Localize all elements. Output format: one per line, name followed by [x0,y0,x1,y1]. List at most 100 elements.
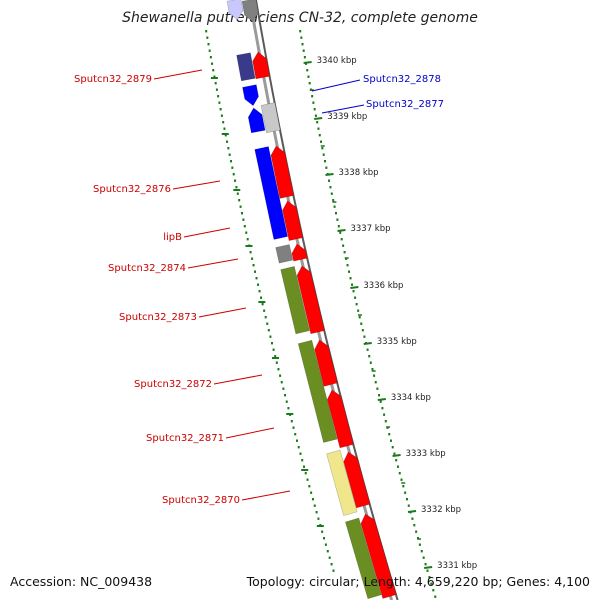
gene-label[interactable]: Sputcn32_2873 [119,312,197,323]
track-dot [320,140,323,143]
gene-label[interactable]: Sputcn32_2876 [93,184,171,195]
gene-gray [241,0,259,23]
scale-label: 3335 kbp [377,337,417,347]
track-dot [368,355,371,358]
track-dot [424,563,427,566]
track-dot [301,459,304,462]
track-dot [257,283,260,286]
track-dot [308,82,311,85]
track-dot [315,511,318,514]
scale-label: 3332 kbp [421,505,461,515]
track-dot [426,569,429,572]
track-dot [398,472,401,475]
major-tick [377,398,386,401]
track-dot [267,329,270,332]
track-dot [317,517,320,520]
track-dot [332,199,335,202]
scale-label: 3334 kbp [391,393,431,403]
track-dot [317,127,320,130]
track-dot [211,62,214,65]
track-dot [214,82,217,85]
track-dot [277,368,280,371]
gene-label[interactable]: Sputcn32_2877 [366,99,444,110]
gene-label[interactable]: Sputcn32_2879 [74,74,152,85]
track-dot [328,179,331,182]
track-dot [271,342,274,345]
track-dot [260,296,263,299]
gene-label[interactable]: Sputcn32_2874 [108,263,186,274]
track-dot [255,277,258,280]
backbone-line [255,0,399,600]
track-dot [349,277,352,280]
genome-backbone [248,0,399,600]
track-dot [261,303,264,306]
genome-summary-text: Topology: circular; Length: 4,659,220 bp… [246,574,590,589]
accession-text: Accession: NC_009438 [10,574,153,589]
track-dot [373,374,376,377]
track-dot [254,270,257,273]
major-tick [337,229,346,232]
track-dot [306,478,309,481]
leader-line [213,374,263,385]
track-dot [366,348,369,351]
track-dot [245,231,248,234]
gene-lipb [282,200,304,241]
gene-label[interactable]: Sputcn32_2870 [162,495,240,506]
gene-sputcn32-2870 [326,449,358,516]
track-dot [230,160,233,163]
track-dot [299,452,302,455]
track-dot [413,524,416,527]
track-dot [299,30,302,33]
track-dot [422,556,425,559]
track-dot [316,121,319,124]
track-dot [274,355,277,358]
track-dot [304,472,307,475]
track-dot [310,491,313,494]
gene-label[interactable]: lipB [163,232,182,243]
track-dot [396,465,399,468]
gene-sputcn32-2872-red [314,339,338,387]
track-dot [269,335,272,338]
track-dot [346,264,349,267]
track-dot [226,140,229,143]
leader-line [153,69,203,80]
track-dot [415,530,418,533]
major-tick [363,342,372,345]
gene-sputcn32-2878b [247,107,266,134]
scale-label: 3338 kbp [338,168,378,178]
gene-sputcn32-2876 [254,146,288,240]
track-dot [282,387,285,390]
major-tick [303,61,312,64]
track-dot [314,114,317,117]
track-dot [239,205,242,208]
track-dot [280,381,283,384]
track-dot [324,160,327,163]
track-dot [330,563,333,566]
track-dot [258,290,261,293]
gene-sputcn32-2873-red [296,265,325,335]
track-dot [275,361,278,364]
track-dot [369,361,372,364]
gene-label[interactable]: Sputcn32_2878 [363,74,441,85]
track-dot [428,576,431,579]
track-dot [249,251,252,254]
track-dot [318,134,321,137]
gene-label[interactable]: Sputcn32_2871 [146,433,224,444]
major-tick [325,173,334,176]
track-dot [407,504,410,507]
track-dot [351,283,354,286]
track-dot [321,530,324,533]
track-dot [389,439,392,442]
track-dot [334,212,337,215]
gene-label[interactable]: Sputcn32_2872 [134,379,212,390]
track-dot [326,550,329,553]
track-dot [292,426,295,429]
track-dot [234,179,237,182]
track-dot [279,374,282,377]
track-dot [290,420,293,423]
track-dot [297,446,300,449]
gene-labels: Sputcn32_2879 Sputcn32_2878 Sputcn32_2877 S… [74,74,444,506]
scale-label: 3333 kbp [406,449,446,459]
track-dot [215,88,218,91]
